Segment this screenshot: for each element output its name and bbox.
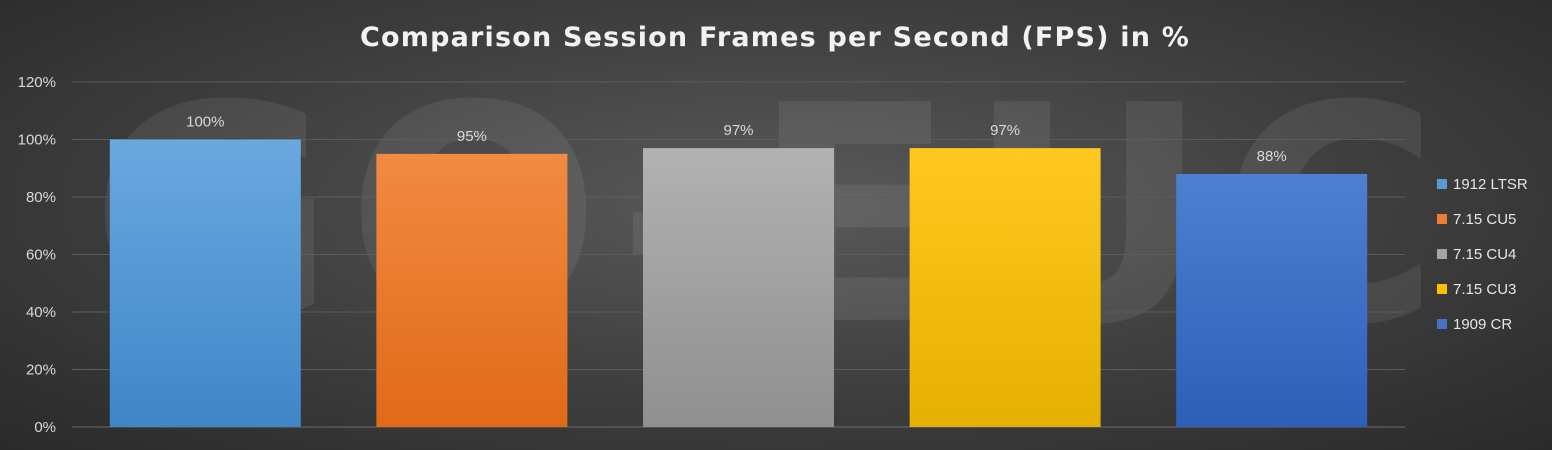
y-tick-label: 40% bbox=[26, 304, 56, 321]
legend-swatch bbox=[1437, 179, 1447, 189]
y-axis: 0% 20% 40% 60% 80% 100% 120% bbox=[18, 74, 56, 436]
bars bbox=[109, 139, 1368, 427]
legend-swatch bbox=[1437, 319, 1447, 329]
legend-label: 7.15 CU5 bbox=[1453, 211, 1516, 228]
data-label: 95% bbox=[457, 128, 487, 145]
legend-label: 7.15 CU3 bbox=[1453, 281, 1516, 298]
data-label: 88% bbox=[1257, 148, 1287, 165]
bar-7-15-cu4 bbox=[643, 148, 834, 427]
legend-swatch bbox=[1437, 249, 1447, 259]
legend: 1912 LTSR 7.15 CU5 7.15 CU4 7.15 CU3 1909 CR bbox=[1437, 176, 1528, 333]
data-labels: 100% 95% 97% 97% 88% bbox=[186, 114, 1287, 166]
data-label: 100% bbox=[186, 114, 224, 131]
y-tick-label: 0% bbox=[34, 419, 56, 436]
legend-swatch bbox=[1437, 214, 1447, 224]
y-tick-label: 80% bbox=[26, 189, 56, 206]
legend-label: 7.15 CU4 bbox=[1453, 246, 1516, 263]
data-label: 97% bbox=[990, 122, 1020, 139]
chart-title: Comparison Session Frames per Second (FP… bbox=[360, 22, 1190, 53]
legend-swatch bbox=[1437, 284, 1447, 294]
bar-1912-ltsr bbox=[109, 139, 301, 427]
bar-7-15-cu3 bbox=[909, 148, 1101, 427]
legend-label: 1912 LTSR bbox=[1453, 176, 1528, 193]
legend-label: 1909 CR bbox=[1453, 316, 1512, 333]
y-tick-label: 60% bbox=[26, 247, 56, 264]
y-tick-label: 120% bbox=[18, 74, 56, 91]
y-tick-label: 100% bbox=[18, 132, 56, 149]
data-label: 97% bbox=[723, 122, 753, 139]
bar-1909-cr bbox=[1176, 174, 1368, 427]
y-tick-label: 20% bbox=[26, 362, 56, 379]
bar-7-15-cu5 bbox=[376, 153, 568, 427]
